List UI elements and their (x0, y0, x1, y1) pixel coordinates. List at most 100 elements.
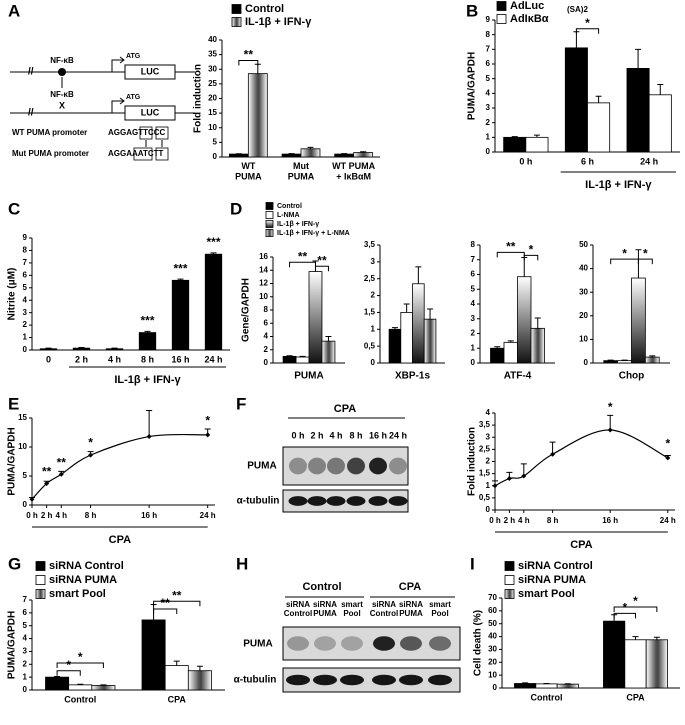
point (492, 483, 498, 489)
y-tick-label: 0 (371, 358, 376, 367)
y-axis-label: Fold induction (467, 427, 478, 496)
y-tick-label: 20 (208, 94, 217, 103)
y-tick-label: 2 (23, 659, 28, 668)
y-axis-label: PUMA/GAPDH (7, 611, 18, 679)
y-tick-label: 3 (486, 103, 491, 112)
y-tick-label: 1,5 (364, 308, 376, 317)
blot-band (399, 674, 423, 686)
tss-arrow (111, 97, 125, 113)
y-tick-label: 0 (213, 152, 218, 161)
bar (503, 136, 527, 153)
y-tick-label: 4 (23, 634, 28, 643)
group-label: CPA (109, 534, 131, 546)
significance-label: * (66, 658, 71, 672)
bar (138, 332, 157, 351)
legend-swatch (35, 589, 46, 599)
error-bar (111, 347, 118, 349)
y-tick-label: 1 (23, 672, 28, 681)
site-box (155, 126, 169, 140)
legend-label: IL-1β + IFN-γ (277, 221, 319, 228)
legend-swatch (504, 589, 515, 599)
x-tick-label: 2 h (75, 354, 88, 364)
y-tick-label: 7 (471, 255, 476, 264)
legend-swatch (265, 211, 274, 219)
y-tick-label: 4 (23, 295, 28, 304)
x-tick-label: XBP-1s (395, 371, 430, 382)
y-tick-label: 6 (486, 59, 491, 68)
blot-band (346, 496, 366, 506)
blot-band (286, 674, 310, 686)
nfkb-label: NF-κB (50, 90, 74, 99)
blot-lane-label: smart Pool (429, 600, 451, 618)
error-bar (403, 303, 410, 313)
significance-label: * (585, 16, 590, 30)
y-tick-label: 5 (213, 137, 218, 146)
bar (308, 271, 323, 364)
x-tick-label: PUMA (294, 371, 323, 382)
bar (631, 277, 646, 364)
y-tick-label: 2 (486, 118, 491, 127)
panel-label: E (8, 394, 19, 413)
error-bar (649, 355, 656, 358)
bar (204, 253, 223, 351)
legend-label: IL-1β + IFN-γ (245, 16, 312, 28)
y-tick-label: 30 (579, 287, 588, 296)
mutation-mark: X (59, 100, 65, 110)
legend-swatch (265, 202, 274, 210)
mutation-arrows (145, 140, 163, 147)
x-tick-label: WT PUMA (235, 161, 262, 181)
y-tick-label: 2,5 (364, 274, 376, 283)
luc-box (124, 64, 176, 80)
x-tick-label: 4 h (518, 516, 530, 525)
x-tick-label: 8 h (141, 354, 154, 364)
y-tick-label: 6 (264, 318, 269, 327)
significance-bracket (56, 662, 104, 668)
y-tick-label: 1 (486, 481, 491, 490)
x-tick-label: 24 h (660, 516, 676, 525)
error-bar (534, 317, 541, 329)
blot-lane-label: 8 h (349, 430, 362, 440)
mut-promoter-label: Mut PUMA promoter (12, 149, 89, 158)
point (607, 427, 613, 433)
blot-lane-label: siRNA PUMA (313, 600, 337, 618)
error-bar (299, 355, 306, 358)
bar (503, 341, 518, 364)
blot-lane-label: 24 h (389, 430, 407, 440)
bar (281, 153, 302, 158)
y-tick-label: 40 (488, 632, 497, 641)
y-tick-label: 0 (486, 505, 491, 514)
x-tick-label: 8 h (85, 511, 97, 520)
y-tick-label: 35 (208, 50, 217, 59)
x-tick-label: 16 h (141, 511, 157, 520)
significance-label: * (633, 594, 638, 608)
blot-lane-label: smart Pool (341, 600, 363, 618)
legend-swatch (35, 561, 46, 571)
y-tick-label: 1 (23, 333, 28, 342)
legend-swatch (231, 17, 242, 27)
y-tick-label: 2 (23, 320, 28, 329)
break-mark: // (28, 67, 34, 78)
error-bar (45, 347, 52, 349)
y-tick-label: 9 (486, 15, 491, 24)
x-tick-label: 24 h (640, 156, 658, 166)
blot-band (429, 636, 451, 651)
point (550, 451, 556, 457)
error-bar (196, 665, 203, 671)
significance-bracket (613, 606, 658, 612)
point (521, 473, 527, 479)
y-tick-label: 15 (208, 108, 217, 117)
bar (45, 676, 70, 691)
panel-label: D (230, 199, 242, 218)
bar (388, 328, 402, 364)
error-bar (177, 278, 184, 281)
bar (68, 684, 93, 691)
mut-sequence: AGGAAATCTT (108, 149, 164, 158)
y-tick-label: 2,5 (479, 444, 491, 453)
bar (603, 360, 619, 364)
significance-label: * (665, 437, 670, 451)
error-bar (522, 682, 529, 684)
panel-label: H (236, 554, 248, 573)
blot-panel (282, 446, 409, 486)
x-tick-label: Chop (619, 371, 645, 382)
x-tick-label: 2 h (504, 516, 516, 525)
